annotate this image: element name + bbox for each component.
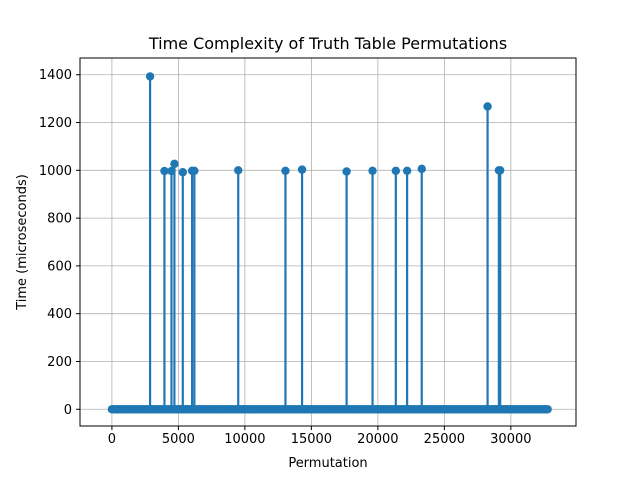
x-tick-label: 25000 [424, 432, 465, 447]
stem-marker [483, 102, 492, 111]
y-tick-label: 600 [47, 259, 72, 274]
stem-marker [145, 72, 155, 81]
x-tick-label: 30000 [490, 432, 531, 447]
plot-frame [79, 57, 577, 427]
stem-marker [368, 166, 377, 175]
y-tick-label: 800 [47, 212, 72, 227]
y-tick-label: 1200 [39, 116, 72, 131]
y-tick-label: 200 [47, 355, 72, 370]
axes: 0 5000 10000 15000 20000 25000 30000 0 200 400 600… [39, 57, 577, 447]
stem-marker [391, 166, 401, 175]
x-tick-label: 10000 [224, 432, 265, 447]
stem-marker [170, 159, 179, 169]
x-tick-label: 5000 [162, 432, 195, 447]
y-tick-label: 1000 [39, 164, 72, 179]
y-tick-label: 400 [47, 307, 72, 322]
y-axis-label: Time (microseconds) [15, 174, 30, 311]
stem-marker [281, 166, 290, 175]
stem-marker [297, 165, 307, 174]
y-tick-label: 0 [64, 403, 72, 418]
x-tick-label: 20000 [357, 432, 398, 447]
stem-marker [160, 166, 169, 176]
stem-marker [178, 168, 187, 177]
zero-marker [543, 405, 552, 414]
y-tick-label: 1400 [39, 68, 72, 83]
stem-marker [496, 166, 505, 175]
stem-marker [402, 166, 412, 175]
stem-marker [190, 166, 199, 175]
data-group [107, 72, 552, 414]
stem-marker [342, 167, 351, 176]
stem-marker [234, 166, 243, 175]
zero-markers [107, 405, 552, 414]
stems [107, 72, 552, 414]
x-axis-label: Permutation [288, 456, 367, 471]
stem-marker [417, 164, 426, 174]
x-tick-label: 0 [108, 432, 116, 447]
x-tick-label: 15000 [291, 432, 332, 447]
chart-title: Time Complexity of Truth Table Permutati… [148, 34, 507, 53]
